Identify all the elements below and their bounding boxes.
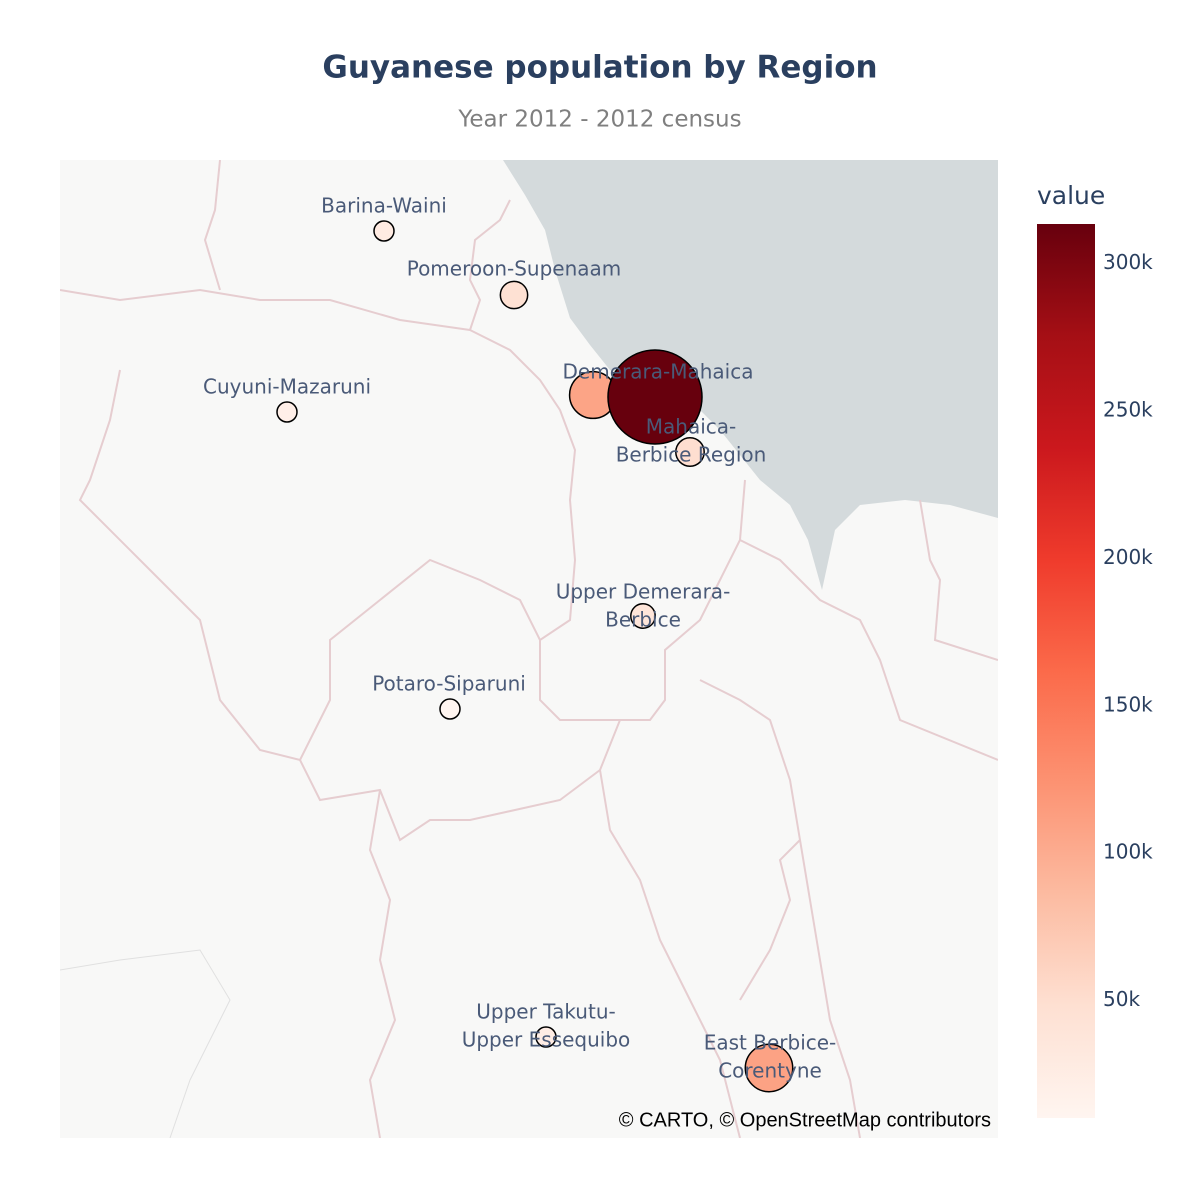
region-label: Berbice bbox=[605, 608, 681, 632]
border bbox=[368, 789, 397, 1138]
colorbar-tick-label: 150k bbox=[1103, 692, 1153, 716]
colorbar-ticks: 50k 100k 150k 200k 250k 300k bbox=[1103, 250, 1153, 1011]
map bbox=[60, 160, 998, 1138]
region-label: Berbice Region bbox=[616, 443, 767, 467]
colorbar-tick-label: 200k bbox=[1103, 545, 1153, 569]
region-label: Upper Essequibo bbox=[462, 1028, 631, 1052]
ocean bbox=[503, 160, 998, 590]
bubble bbox=[744, 1043, 794, 1093]
border bbox=[60, 949, 231, 1138]
region-label: Barina-Waini bbox=[321, 194, 447, 218]
labels: Barina-Waini Pomeroon-Supenaam Demerara-Ma… bbox=[203, 194, 836, 1083]
colorbar-tick-label: 300k bbox=[1103, 250, 1153, 274]
region-label: Pomeroon-Supenaam bbox=[407, 257, 622, 281]
region-label: Mahaica- bbox=[646, 415, 736, 439]
region-label: East Berbice- bbox=[704, 1031, 837, 1055]
border bbox=[203, 160, 221, 291]
bubble bbox=[439, 698, 461, 720]
border bbox=[919, 499, 998, 661]
region-label: Cuyuni-Mazaruni bbox=[203, 375, 371, 399]
bubble bbox=[607, 349, 703, 445]
region-label: Upper Demerara- bbox=[556, 580, 731, 604]
colorbar-title: value bbox=[1037, 181, 1105, 210]
border bbox=[78, 369, 541, 762]
chart-subtitle: Year 2012 - 2012 census bbox=[457, 107, 741, 133]
colorbar-tick-label: 50k bbox=[1103, 987, 1140, 1011]
border bbox=[599, 769, 741, 1138]
bubbles bbox=[276, 220, 794, 1093]
bubble bbox=[499, 280, 529, 310]
colorbar-tick-label: 250k bbox=[1103, 397, 1153, 421]
bubble bbox=[675, 437, 705, 467]
border bbox=[60, 199, 511, 332]
bubble bbox=[276, 401, 298, 423]
border bbox=[299, 719, 621, 842]
colorbar bbox=[1037, 224, 1095, 1118]
bubble bbox=[630, 603, 656, 629]
border bbox=[799, 839, 861, 1138]
colorbar-tick-label: 100k bbox=[1103, 840, 1153, 864]
bubble bbox=[373, 220, 395, 242]
region-label: Upper Takutu- bbox=[476, 1000, 615, 1024]
chart-title: Guyanese population by Region bbox=[322, 50, 877, 86]
attribution: © CARTO, © OpenStreetMap contributors bbox=[619, 1109, 991, 1131]
region-label: Corentyne bbox=[718, 1059, 822, 1083]
border bbox=[739, 539, 998, 761]
bubble bbox=[535, 1026, 557, 1048]
region-label: Demerara-Mahaica bbox=[563, 360, 754, 384]
region-label: Potaro-Siparuni bbox=[372, 672, 526, 696]
